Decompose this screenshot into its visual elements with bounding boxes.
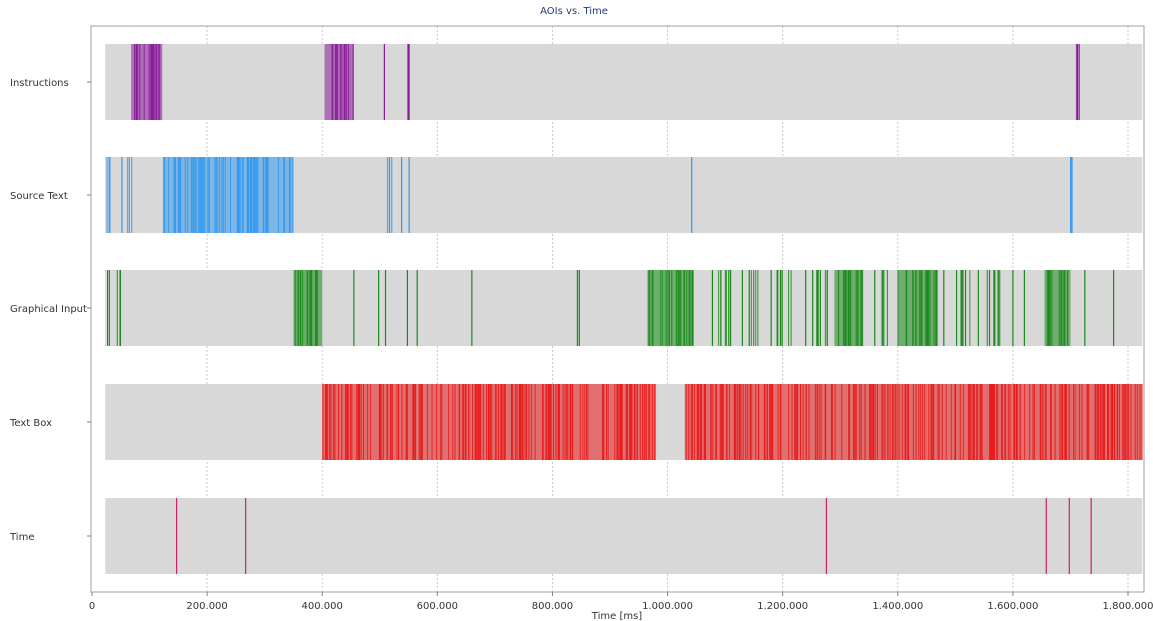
row-label: Graphical Input: [10, 304, 87, 315]
x-tick-label: 0: [89, 601, 95, 612]
row-track: [105, 44, 1143, 120]
x-tick-label: 1.200.000: [757, 601, 808, 612]
row-label: Text Box: [9, 418, 52, 429]
row-label: Time: [9, 532, 34, 543]
event-block: [131, 44, 163, 120]
row-label: Source Text: [10, 191, 68, 202]
row-track: [105, 498, 1143, 574]
x-tick-label: 1.000.000: [642, 601, 693, 612]
x-axis-label: Time [ms]: [591, 611, 643, 621]
event-block: [647, 270, 694, 346]
x-tick-label: 800.000: [532, 601, 573, 612]
event-block: [293, 270, 323, 346]
x-tick-label: 1.400.000: [872, 601, 923, 612]
event-block: [834, 270, 864, 346]
event-block: [322, 384, 657, 460]
row-labels: Instructions Source Text Graphical Input Te…: [9, 78, 91, 543]
event-block: [684, 384, 1143, 460]
x-axis-ticks: 0 200.000 400.000 600.000 800.000 1.000.000 1.…: [89, 592, 1153, 612]
x-tick-label: 600.000: [417, 601, 458, 612]
plot-frame: [90, 25, 1145, 593]
event-block: [897, 270, 939, 346]
event-marks: [106, 44, 1143, 574]
x-tick-label: 200.000: [186, 601, 227, 612]
x-tick-label: 400.000: [302, 601, 343, 612]
x-tick-label: 1.800.000: [1103, 601, 1153, 612]
x-tick-label: 1.600.000: [987, 601, 1038, 612]
chart-title: AOIs vs. Time: [540, 6, 608, 17]
event-block: [1044, 270, 1071, 346]
event-block: [324, 44, 354, 120]
event-block: [162, 157, 294, 233]
row-label: Instructions: [10, 78, 69, 89]
